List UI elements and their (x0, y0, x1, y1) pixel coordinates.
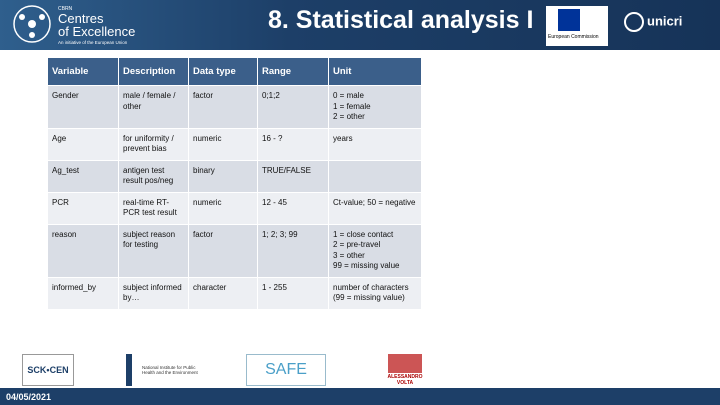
table-cell: TRUE/FALSE (257, 159, 329, 193)
date: 04/05/2021 (6, 392, 52, 402)
logo-line: of Excellence (58, 24, 136, 39)
table-cell: 1; 2; 3; 99 (257, 223, 329, 278)
table-row: reason subject reason for testing factor 1;… (47, 223, 422, 278)
table-row: Ag_test antigen test result pos/neg binary… (47, 159, 422, 193)
table-cell: reason (47, 223, 119, 278)
table-row: informed_by subject informed by… character… (47, 276, 422, 310)
safe-logo: SAFE (246, 354, 326, 386)
table-cell: numeric (188, 191, 258, 225)
table-cell: character (188, 276, 258, 310)
table-cell: PCR (47, 191, 119, 225)
eu-text: European Commission (548, 34, 599, 40)
table-cell: 16 - ? (257, 127, 329, 161)
table-cell: antigen test result pos/neg (118, 159, 189, 193)
date-bar: 04/05/2021 (0, 388, 720, 405)
table-cell: number of characters (99 = missing value… (328, 276, 422, 310)
footer-logos: SCK•CEN National Institute for Public He… (0, 352, 720, 388)
table-cell: 0;1;2 (257, 85, 329, 129)
table-row: Age for uniformity / prevent bias numeric 1… (47, 127, 422, 161)
column-header: Variable (47, 57, 119, 86)
table-row: Gender male / female / other factor 0;1;2 0 … (47, 85, 422, 129)
table-cell: factor (188, 223, 258, 278)
table-body: Gender male / female / other factor 0;1;2 0 … (47, 85, 422, 310)
table-cell (328, 159, 422, 193)
sck-logo: SCK•CEN (22, 354, 74, 386)
logo-line: Centres (58, 11, 104, 26)
table-cell: Age (47, 127, 119, 161)
table-cell: binary (188, 159, 258, 193)
table-cell: numeric (188, 127, 258, 161)
column-header: Description (118, 57, 189, 86)
table-cell: for uniformity / prevent bias (118, 127, 189, 161)
un-emblem (624, 12, 644, 32)
table-cell: Gender (47, 85, 119, 129)
table-row: PCR real-time RT-PCR test result numeric 12… (47, 191, 422, 225)
header-row: Variable Description Data type Range Unit (47, 57, 422, 86)
column-header: Unit (328, 57, 422, 86)
logo-small: CBRN (58, 6, 73, 12)
unicri-text: unicri (647, 13, 683, 29)
logo-icon (13, 5, 51, 43)
logo-tagline: An initiative of the European Union (58, 40, 128, 45)
slide-title: 8. Statistical analysis I (268, 6, 534, 34)
table-cell: 1 = close contact 2 = pre-travel 3 = oth… (328, 223, 422, 278)
column-header: Data type (188, 57, 258, 86)
eu-logo: European Commission (546, 6, 608, 46)
unicri-logo: unicri (624, 12, 682, 32)
header: CBRN Centres of Excellence An initiative… (0, 0, 720, 50)
table-cell: Ct-value; 50 = negative (328, 191, 422, 225)
table-cell: years (328, 127, 422, 161)
table-cell: 0 = male 1 = female 2 = other (328, 85, 422, 129)
volta-logo: ALESSANDRO VOLTA (388, 354, 423, 386)
table-cell: informed_by (47, 276, 119, 310)
rivm-logo: National Institute for Public Health and… (126, 354, 208, 386)
table-cell: 12 - 45 (257, 191, 329, 225)
table-cell: 1 - 255 (257, 276, 329, 310)
table-cell: factor (188, 85, 258, 129)
table-cell: male / female / other (118, 85, 189, 129)
column-header: Range (257, 57, 329, 86)
coe-logo: CBRN Centres of Excellence An initiative… (12, 4, 135, 49)
table-cell: Ag_test (47, 159, 119, 193)
eu-flag (558, 9, 580, 31)
table-cell: subject reason for testing (118, 223, 189, 278)
table-cell: real-time RT-PCR test result (118, 191, 189, 225)
table-cell: subject informed by… (118, 276, 189, 310)
variable-table: Variable Description Data type Range Unit Ge… (47, 57, 422, 310)
